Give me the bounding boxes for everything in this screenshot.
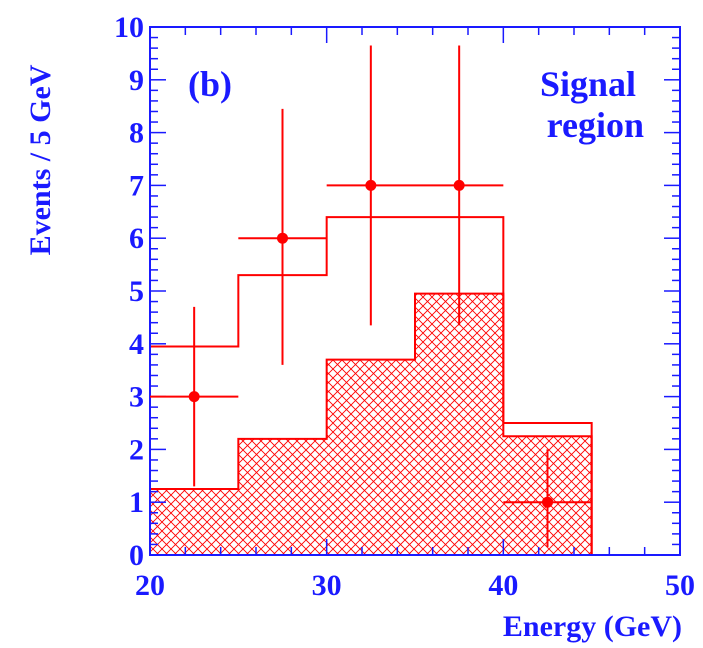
y-tick-label: 4 bbox=[129, 328, 144, 361]
y-tick-label: 5 bbox=[129, 275, 144, 308]
y-tick-label: 1 bbox=[129, 486, 144, 519]
y-tick-label: 10 bbox=[114, 11, 144, 44]
panel-label: (b) bbox=[188, 64, 232, 104]
data-points bbox=[150, 45, 592, 548]
background-bin bbox=[238, 438, 327, 555]
data-point bbox=[326, 45, 415, 326]
data-point bbox=[415, 45, 504, 326]
annotation-region: region bbox=[547, 105, 644, 145]
x-tick-label: 40 bbox=[488, 569, 518, 602]
background-bin bbox=[415, 293, 504, 555]
y-tick-label: 0 bbox=[129, 539, 144, 572]
data-point bbox=[238, 108, 327, 365]
x-tick-label: 50 bbox=[665, 569, 695, 602]
y-tick-label: 2 bbox=[129, 433, 144, 466]
y-axis-label: Events / 5 GeV bbox=[24, 64, 57, 255]
background-bin bbox=[326, 359, 415, 555]
annotation-signal: Signal bbox=[540, 64, 636, 104]
axis-ticks bbox=[149, 26, 681, 556]
x-tick-label: 30 bbox=[312, 569, 342, 602]
x-tick-label: 20 bbox=[135, 569, 165, 602]
background-bin bbox=[150, 489, 239, 555]
data-point bbox=[503, 449, 592, 548]
x-axis-label: Energy (GeV) bbox=[503, 610, 682, 643]
tick-labels: 0 1 2 3 4 5 6 7 8 9 10 20 30 40 50 bbox=[114, 11, 695, 602]
data-point bbox=[150, 306, 239, 487]
y-tick-label: 7 bbox=[129, 169, 144, 202]
background-hatched-area bbox=[150, 293, 592, 555]
y-tick-label: 8 bbox=[129, 117, 144, 150]
y-tick-label: 3 bbox=[129, 381, 144, 414]
y-tick-label: 6 bbox=[129, 222, 144, 255]
y-tick-label: 9 bbox=[129, 64, 144, 97]
